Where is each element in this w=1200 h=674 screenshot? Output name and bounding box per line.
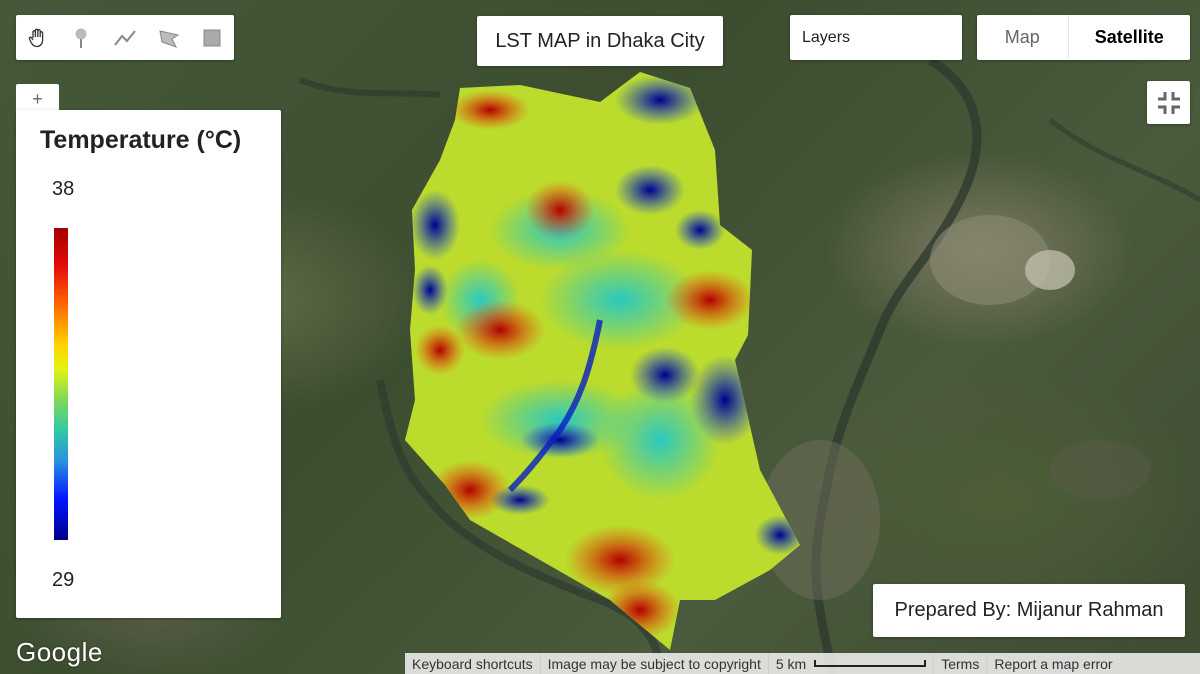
keyboard-shortcuts-link[interactable]: Keyboard shortcuts [405, 653, 541, 674]
line-tool-button[interactable] [103, 15, 147, 60]
scale-label: 5 km [775, 655, 807, 672]
legend-min-value: 29 [52, 569, 75, 591]
terms-link[interactable]: Terms [934, 653, 988, 674]
lst-overlay [405, 72, 800, 650]
credit-panel: Prepared By: Mijanur Rahman [873, 584, 1185, 637]
hand-icon [28, 28, 44, 47]
line-icon [114, 29, 136, 46]
legend-title: Temperature (°C) [40, 126, 242, 154]
google-logo: Google [16, 637, 103, 667]
copyright-notice: Image may be subject to copyright [541, 653, 769, 674]
drawing-toolbar [16, 15, 234, 60]
river [1048, 118, 1200, 203]
fullscreen-button[interactable] [1147, 81, 1190, 124]
map-footer: Keyboard shortcuts Image may be subject … [405, 653, 1200, 674]
layers-label: Layers [802, 28, 851, 46]
map-title: LST MAP in Dhaka City [495, 29, 705, 52]
legend-color-ramp [54, 228, 68, 540]
rectangle-icon [203, 29, 221, 46]
river [298, 77, 441, 98]
map-type-control: Map Satellite [977, 15, 1190, 60]
rectangle-tool-button[interactable] [190, 15, 234, 60]
map-type-map-label: Map [1004, 27, 1040, 47]
report-map-error-link[interactable]: Report a map error [994, 655, 1113, 672]
polygon-icon [158, 29, 179, 48]
exit-fullscreen-icon [1157, 91, 1180, 114]
credit-text: Prepared By: Mijanur Rahman [894, 599, 1164, 621]
scale-line [814, 660, 927, 667]
pan-tool-button[interactable] [16, 15, 60, 60]
map-type-satellite-button[interactable]: Satellite [1069, 15, 1190, 60]
map-title-panel: LST MAP in Dhaka City [477, 16, 723, 66]
map-type-map-button[interactable]: Map [977, 15, 1069, 60]
zoom-in-button[interactable]: + [16, 84, 59, 114]
polygon-tool-button[interactable] [147, 15, 191, 60]
point-tool-button[interactable] [60, 15, 104, 60]
river [811, 56, 982, 674]
layers-button[interactable]: Layers [790, 15, 962, 60]
temperature-legend: Temperature (°C) 38 29 [16, 110, 281, 618]
scale-bar[interactable]: 5 km [769, 653, 935, 674]
map-type-satellite-label: Satellite [1094, 27, 1164, 47]
legend-max-value: 38 [52, 178, 75, 200]
marker-icon [75, 28, 87, 48]
zoom-in-label: + [32, 88, 43, 109]
